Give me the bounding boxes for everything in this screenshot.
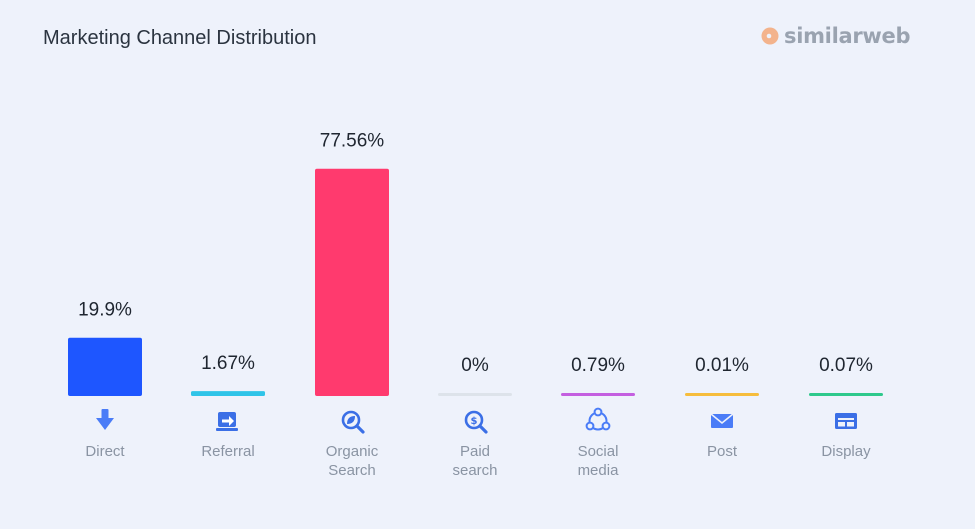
brand-name: similarweb	[784, 24, 911, 48]
bar-display[interactable]	[809, 393, 883, 396]
similarweb-logo: similarweb	[760, 24, 910, 48]
category-label: Social	[578, 443, 619, 460]
category-label: Organic	[326, 443, 379, 460]
category-label: media	[578, 462, 620, 479]
arrow-down-icon	[96, 409, 114, 430]
bar-paid-search[interactable]	[438, 393, 512, 396]
value-label: 0.79%	[571, 355, 625, 376]
bar-direct[interactable]	[68, 337, 142, 396]
category-label: Display	[821, 443, 871, 460]
bar-social-media[interactable]	[561, 393, 635, 396]
value-label: 0.07%	[819, 355, 873, 376]
value-label: 77.56%	[320, 131, 385, 152]
bar-organic-search[interactable]	[315, 168, 389, 396]
svg-text:$: $	[471, 416, 478, 427]
value-label: 0%	[461, 355, 489, 376]
category-label: Direct	[85, 443, 125, 460]
value-label: 19.9%	[78, 300, 132, 321]
bar-post[interactable]	[685, 393, 759, 396]
paid-search-icon: $	[464, 410, 488, 434]
category-label: Referral	[201, 443, 254, 460]
value-label: 1.67%	[201, 353, 255, 374]
referral-arrow-icon	[216, 412, 238, 431]
organic-search-icon	[341, 410, 365, 434]
bar-referral[interactable]	[191, 391, 265, 396]
social-network-icon	[585, 407, 611, 431]
mail-icon	[710, 413, 734, 428]
chart-title: Marketing Channel Distribution	[43, 27, 317, 49]
category-label: search	[452, 462, 497, 479]
display-window-icon	[835, 413, 857, 429]
similarweb-logo-icon	[761, 27, 779, 45]
value-label: 0.01%	[695, 355, 749, 376]
category-label: Search	[328, 462, 376, 479]
category-label: Paid	[460, 443, 490, 460]
category-label: Post	[707, 443, 738, 460]
